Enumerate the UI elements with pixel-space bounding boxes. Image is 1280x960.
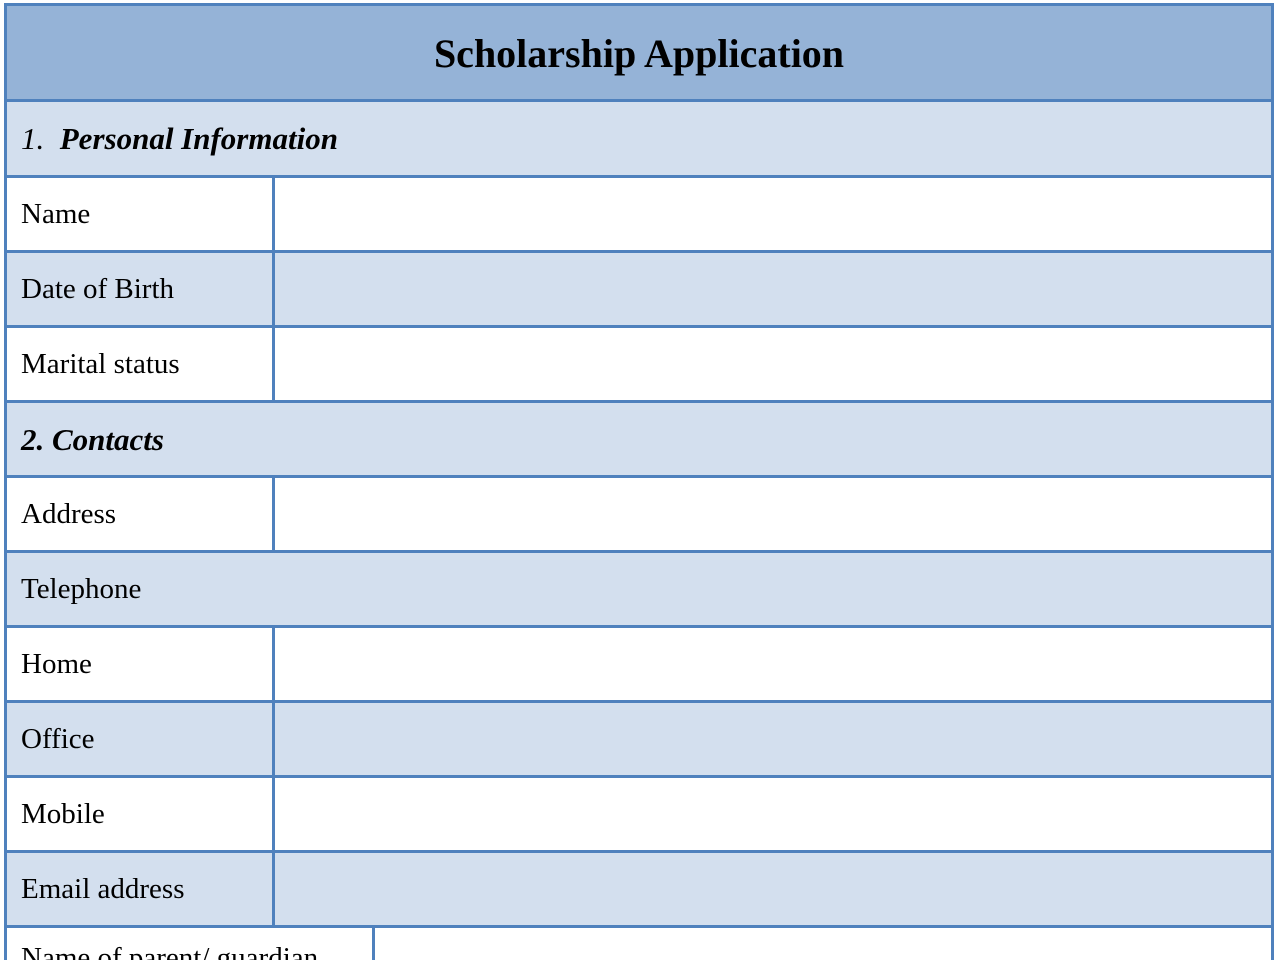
section-contacts: 2. Contacts <box>4 400 1274 476</box>
section-number: 2. <box>21 421 45 457</box>
office-row: Office <box>4 700 1274 775</box>
home-input[interactable] <box>275 628 1271 700</box>
mobile-row: Mobile <box>4 775 1274 850</box>
address-label: Address <box>7 478 275 550</box>
telephone-row: Telephone <box>4 550 1274 625</box>
dob-row: Date of Birth <box>4 250 1274 325</box>
office-input[interactable] <box>275 703 1271 775</box>
address-input[interactable] <box>275 478 1271 550</box>
home-label: Home <box>7 628 275 700</box>
email-row: Email address <box>4 850 1274 925</box>
email-input[interactable] <box>275 853 1271 925</box>
form-title: Scholarship Application <box>4 3 1274 100</box>
section-number: 1. <box>21 120 45 156</box>
dob-label: Date of Birth <box>7 253 275 325</box>
dob-input[interactable] <box>275 253 1271 325</box>
section-personal-information: 1. Personal Information <box>4 99 1274 175</box>
mobile-label: Mobile <box>7 778 275 850</box>
name-input[interactable] <box>275 178 1271 250</box>
parent-input[interactable] <box>375 928 1271 960</box>
parent-label: Name of parent/ guardian <box>7 928 375 960</box>
home-row: Home <box>4 625 1274 700</box>
address-row: Address <box>4 475 1274 550</box>
section-label: Personal Information <box>59 120 338 156</box>
mobile-input[interactable] <box>275 778 1271 850</box>
parent-row: Name of parent/ guardian <box>4 925 1274 960</box>
office-label: Office <box>7 703 275 775</box>
name-row: Name <box>4 175 1274 250</box>
name-label: Name <box>7 178 275 250</box>
marital-row: Marital status <box>4 325 1274 400</box>
section-label: Contacts <box>52 421 164 457</box>
marital-input[interactable] <box>275 328 1271 400</box>
email-label: Email address <box>7 853 275 925</box>
marital-label: Marital status <box>7 328 275 400</box>
